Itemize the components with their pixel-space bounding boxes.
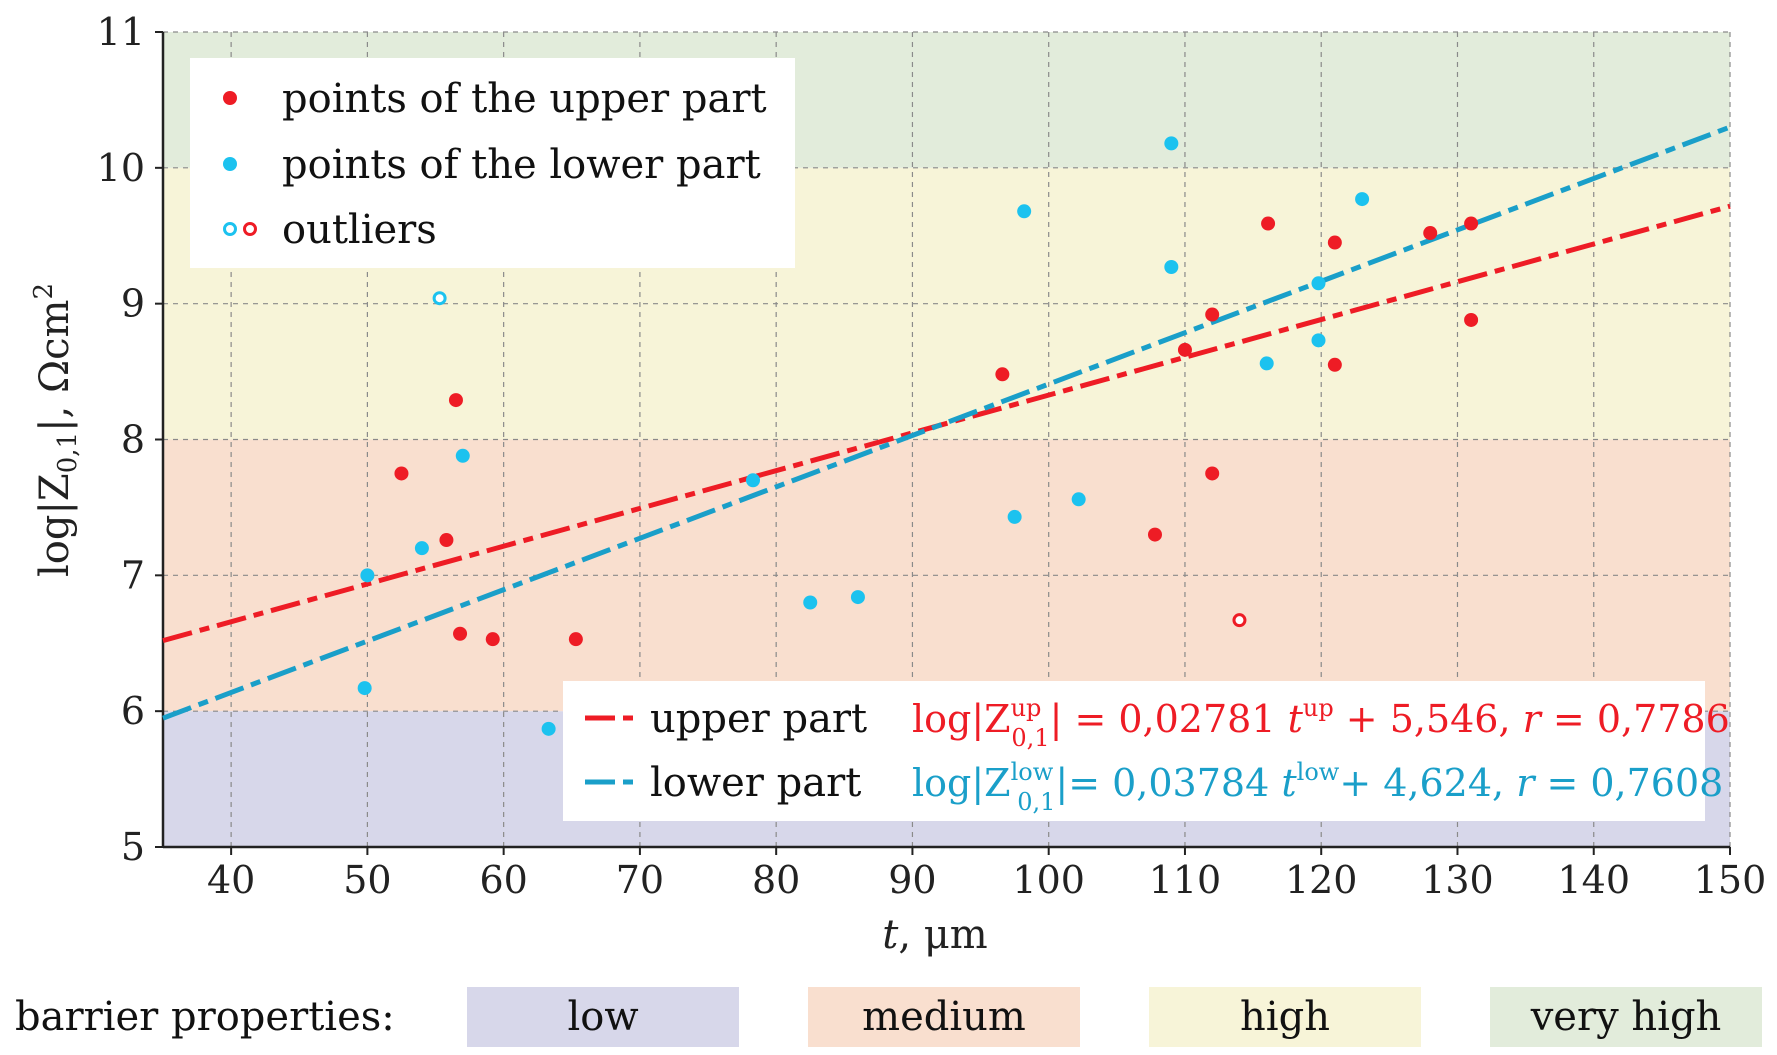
- x-tick-label-120: 120: [1285, 858, 1358, 902]
- point-upper-8: [1177, 342, 1192, 357]
- barrier-legend-title: barrier properties:: [15, 994, 395, 1040]
- legend-label-outliers: outliers: [282, 207, 437, 253]
- y-tick-label-6: 6: [121, 689, 145, 733]
- x-axis-label: t, μm: [882, 912, 987, 958]
- point-lower-8: [1007, 509, 1022, 524]
- point-lower-3: [455, 448, 470, 463]
- barrier-swatch-high: [1149, 987, 1421, 1047]
- fit-legend: upper part log|Zup 0,1| = 0,02781 tup + 5…: [563, 681, 1730, 821]
- point-upper-3: [453, 626, 468, 641]
- point-lower-2: [414, 541, 429, 556]
- fit-legend-box: [563, 681, 1705, 821]
- x-tick-label-110: 110: [1149, 858, 1222, 902]
- legend-marker-outlier-lower: [223, 222, 237, 236]
- legend-label-upper: points of the upper part: [282, 76, 767, 122]
- svg-text:log|Z0,1|, Ωcm2: log|Z0,1|, Ωcm2: [29, 283, 83, 577]
- point-upper-7: [1147, 527, 1162, 542]
- point-upper-16: [1464, 312, 1479, 327]
- fit-legend-label-lower: lower part: [650, 760, 861, 806]
- point-upper-1: [439, 533, 454, 548]
- x-tick-labels: 40 50 60 70 80 90 100 110 120 130 140 150: [207, 847, 1766, 902]
- legend-marker-upper: [223, 91, 237, 105]
- point-upper-4: [485, 632, 500, 647]
- point-upper-13: [1327, 357, 1342, 372]
- point-upper-2: [448, 393, 463, 408]
- y-tick-label-9: 9: [121, 282, 145, 326]
- point-upper-11: [1261, 216, 1276, 231]
- x-tick-label-40: 40: [207, 858, 255, 902]
- point-upper-15: [1464, 216, 1479, 231]
- x-tick-label-50: 50: [343, 858, 391, 902]
- fit-lines: [162, 124, 1731, 721]
- barrier-swatch-low: [467, 987, 739, 1047]
- barrier-legend: barrier properties: low medium high very…: [15, 987, 1762, 1047]
- y-tick-label-5: 5: [121, 825, 145, 869]
- point-upper-6: [995, 367, 1010, 382]
- legend-marker-lower: [223, 157, 237, 171]
- barrier-label-very-high: very high: [1530, 994, 1722, 1040]
- point-lower-5: [746, 473, 761, 488]
- point-lower-16: [1355, 192, 1370, 207]
- point-lower-9: [1017, 204, 1032, 219]
- x-tick-label-70: 70: [616, 858, 664, 902]
- barrier-label-high: high: [1240, 994, 1330, 1040]
- point-lower-12: [1164, 259, 1179, 274]
- point-upper-5: [568, 632, 583, 647]
- fit-equation-upper: log|Zup 0,1| = 0,02781 tup + 5,546, r = 0…: [912, 694, 1730, 752]
- point-lower-1: [357, 681, 372, 696]
- y-tick-label-7: 7: [121, 553, 145, 597]
- barrier-swatch-medium: [808, 987, 1080, 1047]
- point-upper-10: [1205, 466, 1220, 481]
- fit-equation-lower: log|Zlow 0,1|= 0,03784 tlow+ 4,624, r = 0…: [912, 758, 1723, 816]
- x-tick-label-130: 130: [1421, 858, 1494, 902]
- x-tick-label-80: 80: [752, 858, 800, 902]
- point-upper-14: [1423, 226, 1438, 241]
- x-tick-label-100: 100: [1012, 858, 1085, 902]
- x-tick-label-150: 150: [1694, 858, 1767, 902]
- scatter-legend: points of the upper part points of the l…: [190, 58, 795, 268]
- outlier-lower-0: [432, 291, 447, 306]
- outlier-upper-0: [1232, 613, 1247, 628]
- data-points: [357, 136, 1479, 736]
- point-upper-9: [1205, 307, 1220, 322]
- x-tick-label-140: 140: [1557, 858, 1630, 902]
- point-lower-6: [803, 595, 818, 610]
- point-upper-0: [394, 466, 409, 481]
- point-lower-14: [1311, 276, 1326, 291]
- y-axis-label: log|Z0,1|, Ωcm2: [29, 283, 83, 577]
- legend-label-lower: points of the lower part: [282, 142, 761, 188]
- point-lower-11: [1164, 136, 1179, 151]
- point-lower-10: [1071, 492, 1086, 507]
- point-lower-4: [541, 721, 556, 736]
- point-lower-7: [850, 590, 865, 605]
- fit-legend-label-upper: upper part: [650, 696, 867, 742]
- x-tick-label-60: 60: [479, 858, 527, 902]
- y-tick-label-11: 11: [97, 10, 145, 54]
- barrier-label-low: low: [567, 994, 638, 1040]
- x-tick-label-90: 90: [888, 858, 936, 902]
- point-lower-15: [1311, 333, 1326, 348]
- scatter-legend-box: [190, 58, 795, 268]
- barrier-swatch-very-high: [1490, 987, 1762, 1047]
- y-tick-label-10: 10: [97, 146, 145, 190]
- point-lower-13: [1259, 356, 1274, 371]
- y-tick-label-8: 8: [121, 418, 145, 462]
- point-lower-0: [360, 568, 375, 583]
- y-tick-labels: 5 6 7 8 9 10 11: [97, 10, 163, 869]
- legend-marker-outlier-upper: [243, 222, 257, 236]
- barrier-label-medium: medium: [862, 994, 1026, 1040]
- point-upper-12: [1327, 235, 1342, 250]
- fit-line-upper-part: [162, 203, 1731, 644]
